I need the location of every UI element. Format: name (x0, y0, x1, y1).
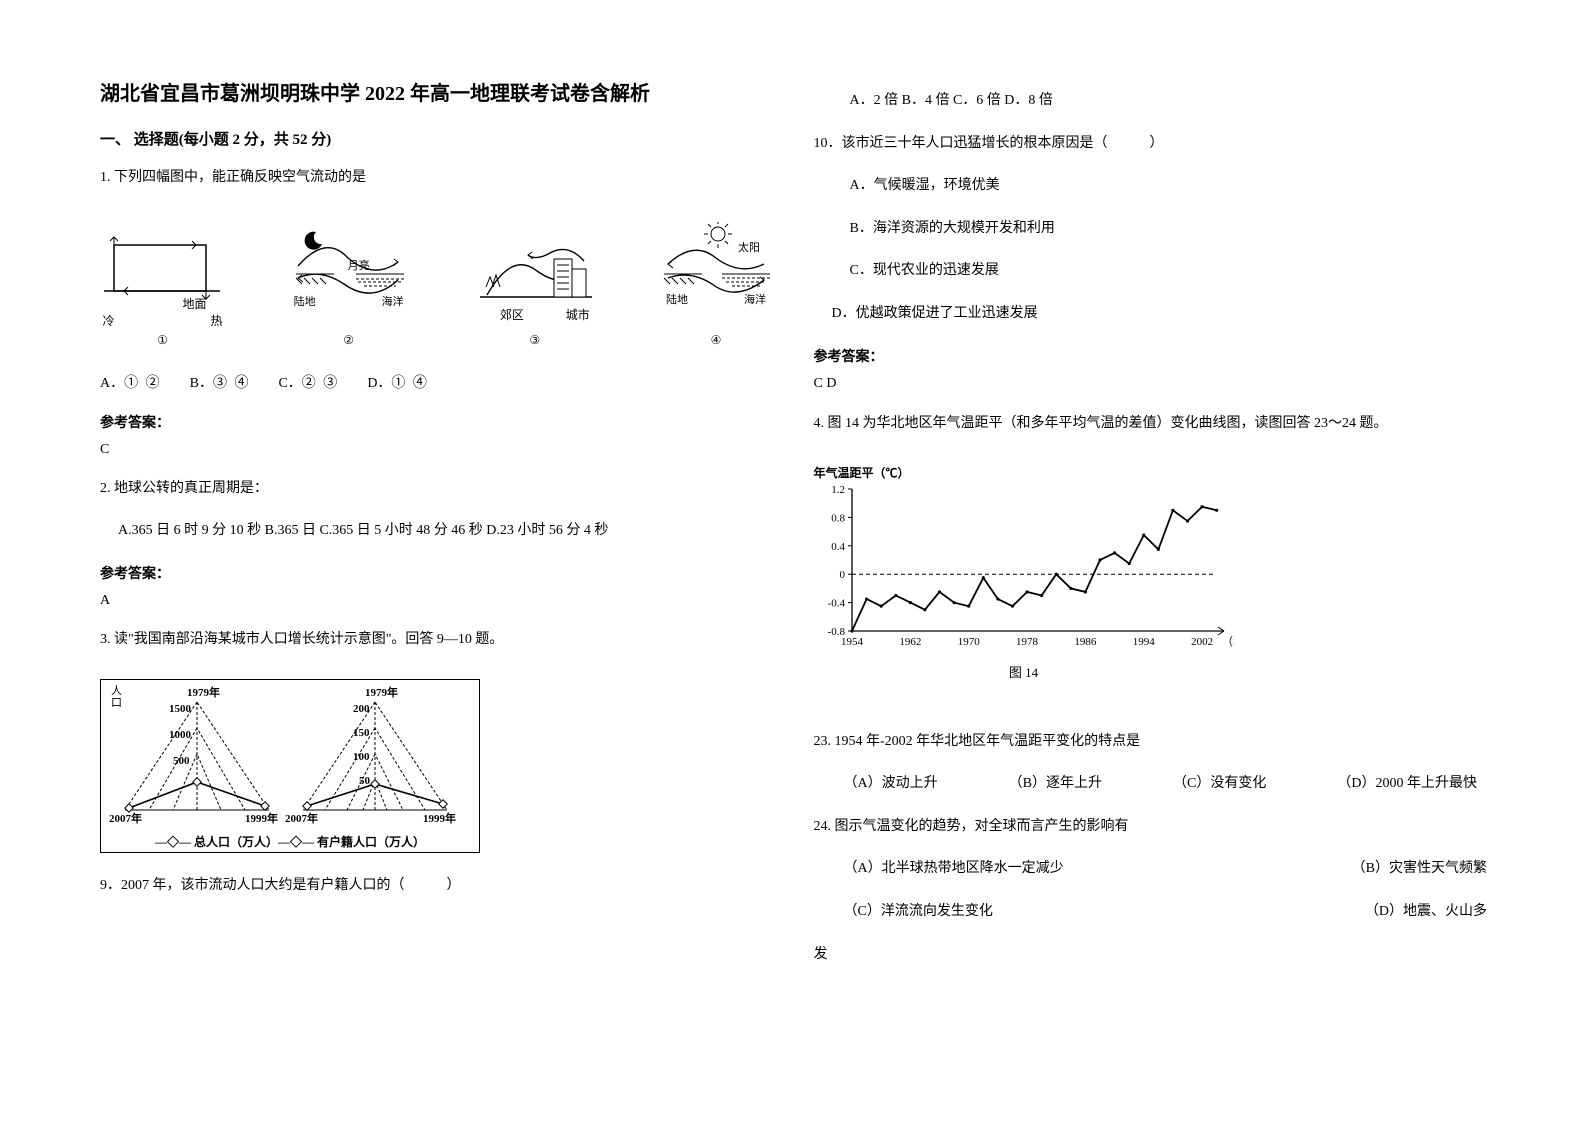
svg-text:1970: 1970 (957, 636, 980, 648)
svg-text:2002: 2002 (1191, 636, 1213, 648)
q23-opt-d: （D）2000 年上升最快 (1337, 771, 1477, 798)
q10-opt-d: D．优越政策促进了工业迅速发展 (814, 301, 1488, 328)
q2-text: 2. 地球公转的真正周期是： (100, 476, 774, 503)
q1-d1-right: 热 (210, 312, 222, 329)
svg-text:（年份）: （年份） (1222, 634, 1234, 648)
page-title: 湖北省宜昌市葛洲坝明珠中学 2022 年高一地理联考试卷含解析 (100, 80, 774, 108)
q1-answer: C (100, 442, 774, 458)
q1-answer-label: 参考答案： (100, 412, 774, 432)
q1-d1-left: 冷 (103, 312, 115, 329)
q1-text: 1. 下列四幅图中，能正确反映空气流动的是 (100, 165, 774, 192)
q24-text: 24. 图示气温变化的趋势，对全球而言产生的影响有 (814, 814, 1488, 841)
q1-d4-sun: 太阳 (738, 239, 760, 255)
q4-caption: 图 14 (814, 662, 1234, 681)
q10-opt-a: A．气候暖湿，环境优美 (814, 173, 1488, 200)
svg-text:150: 150 (353, 727, 370, 739)
svg-text:500: 500 (173, 755, 190, 767)
q23-opt-c: （C）没有变化 (1173, 771, 1266, 798)
q1-d1-num: ① (157, 333, 168, 348)
q1-opt-d: D．① ④ (367, 376, 427, 391)
q1-diagram-1: 地面 冷 热 ① (100, 233, 225, 348)
svg-text:-0.4: -0.4 (827, 597, 845, 609)
svg-text:1999年: 1999年 (245, 811, 278, 824)
q23-text: 23. 1954 年-2002 年华北地区年气温距平变化的特点是 (814, 729, 1488, 756)
q1-diagram-4: 太阳 陆地 海洋 ④ (658, 222, 773, 348)
svg-text:0: 0 (839, 569, 845, 581)
q10-text: 10．该市近三十年人口迅猛增长的根本原因是（ ） (814, 131, 1488, 158)
q2-options: A.365 日 6 时 9 分 10 秒 B.365 日 C.365 日 5 小… (100, 518, 774, 545)
left-column: 湖北省宜昌市葛洲坝明珠中学 2022 年高一地理联考试卷含解析 一、 选择题(每… (100, 80, 774, 1082)
q24-opt-d: （D）地震、火山多 (1365, 899, 1487, 926)
svg-text:2007年: 2007年 (285, 811, 318, 824)
q1-opt-b: B．③ ④ (190, 376, 249, 391)
q1-d2-land: 陆地 (294, 293, 316, 309)
svg-text:0.4: 0.4 (831, 540, 845, 552)
q2-answer-label: 参考答案： (100, 563, 774, 583)
q4-text: 4. 图 14 为华北地区年气温距平（和多年平均气温的差值）变化曲线图，读图回答… (814, 410, 1488, 438)
q24-opt-a: （A）北半球热带地区降水一定减少 (844, 856, 1064, 883)
q3-q9: 9．2007 年，该市流动人口大约是有户籍人口的（ ） (100, 873, 774, 900)
q3-intro: 3. 读"我国南部沿海某城市人口增长统计示意图"。回答 9—10 题。 (100, 627, 774, 654)
q24-trail: 发 (814, 942, 1488, 969)
q1-figure: 地面 冷 热 ① (100, 218, 774, 350)
svg-text:1954: 1954 (841, 636, 864, 648)
svg-text:1962: 1962 (899, 636, 921, 648)
q1-opt-c: C．② ③ (278, 376, 337, 391)
q1-opt-a: A．① ② (100, 376, 160, 391)
q24-opt-c: （C）洋流流向发生变化 (844, 899, 993, 926)
svg-text:1500: 1500 (169, 703, 192, 715)
q3-answer: C D (814, 376, 1488, 392)
svg-text:1000: 1000 (169, 729, 192, 741)
q1-diagram-2: 月亮 陆地 海洋 ② (286, 222, 411, 348)
svg-text:1986: 1986 (1074, 636, 1097, 648)
q1-d1-surface: 地面 (183, 295, 207, 312)
q10-opt-c: C．现代农业的迅速发展 (814, 258, 1488, 285)
q1-diagram-3: 郊区 城市 ③ (472, 231, 597, 348)
svg-text:1979年: 1979年 (365, 685, 398, 699)
q10-opt-b: B．海洋资源的大规模开发和利用 (814, 216, 1488, 243)
q2-answer: A (100, 593, 774, 609)
q3-legend: —◇— 总人口（万人）—◇— 有户籍人口（万人） (107, 833, 473, 850)
svg-text:100: 100 (353, 751, 370, 763)
q1-options: A．① ② B．③ ④ C．② ③ D．① ④ (100, 372, 774, 392)
svg-text:2007年: 2007年 (109, 811, 142, 824)
svg-text:1978: 1978 (1016, 636, 1039, 648)
svg-text:1994: 1994 (1132, 636, 1155, 648)
q1-d2-sea: 海洋 (382, 293, 404, 309)
svg-text:200: 200 (353, 703, 370, 715)
section-header: 一、 选择题(每小题 2 分，共 52 分) (100, 128, 774, 149)
q9-options: A．2 倍 B．4 倍 C．6 倍 D．8 倍 (814, 88, 1488, 115)
svg-text:1.2: 1.2 (831, 484, 845, 496)
svg-text:1979年: 1979年 (187, 685, 220, 699)
right-column: A．2 倍 B．4 倍 C．6 倍 D．8 倍 10．该市近三十年人口迅猛增长的… (814, 80, 1488, 1082)
q1-d2-moon: 月亮 (348, 257, 370, 273)
svg-text:1999年: 1999年 (423, 811, 456, 824)
q3-answer-label: 参考答案： (814, 346, 1488, 366)
q1-d4-num: ④ (711, 333, 722, 348)
svg-text:人: 人 (111, 684, 122, 697)
q4-ylabel: 年气温距平（℃） (814, 464, 1488, 481)
q3-figure: 人口 1979年 1500 1000 500 2007年 1999年 1979年 (100, 679, 480, 853)
q23-opt-b: （B）逐年上升 (1009, 771, 1102, 798)
q1-d3-left: 郊区 (500, 306, 524, 323)
q1-d4-sea: 海洋 (744, 291, 766, 307)
q1-d2-num: ② (343, 333, 354, 348)
q1-d4-land: 陆地 (666, 291, 688, 307)
q1-d3-right: 城市 (566, 306, 590, 323)
q1-d3-num: ③ (529, 333, 540, 348)
svg-text:口: 口 (111, 697, 122, 709)
q4-chart: 年气温距平（℃） 1.20.80.40-0.4-0.81954196219701… (814, 464, 1488, 681)
svg-text:0.8: 0.8 (831, 512, 845, 524)
q23-opt-a: （A）波动上升 (844, 771, 938, 798)
q24-opt-b: （B）灾害性天气频繁 (1352, 856, 1487, 883)
